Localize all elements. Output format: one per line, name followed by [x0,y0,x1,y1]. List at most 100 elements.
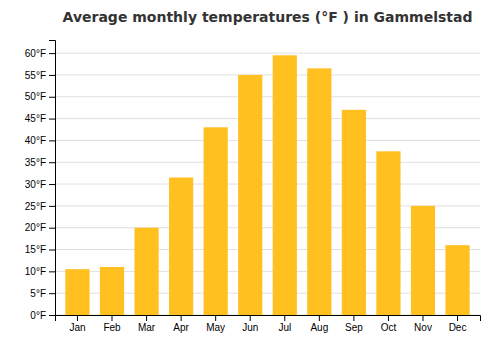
bar [134,228,158,315]
grid-line [55,184,480,185]
x-tick-label: Apr [173,322,189,333]
y-tick-label: 0°F [30,310,46,321]
x-tick-mark [146,315,147,321]
x-tick-mark [319,315,320,321]
x-tick: Nov [414,315,432,333]
x-tick-mark [77,315,78,321]
bar [100,267,124,315]
y-tick-label: 45°F [25,113,46,124]
bar [169,178,193,316]
x-tick-label: May [206,322,225,333]
y-tick-mark [49,206,55,207]
y-tick-mark [49,184,55,185]
y-tick-mark [49,250,55,251]
y-tick-label: 55°F [25,70,46,81]
y-tick: 25°F [25,201,55,212]
y-tick-label: 60°F [25,48,46,59]
x-tick: May [206,315,225,333]
x-tick-label: Jun [242,322,258,333]
x-axis-line [56,316,481,322]
grid [55,53,480,315]
bar [376,151,400,315]
x-tick-label: Mar [138,322,156,333]
y-tick-mark [49,271,55,272]
x-tick: Jul [278,315,291,333]
chart: Jan Feb Mar Apr May Jun Jul Aug Sep Oct Nov Dec 0°F 5… [0,0,500,350]
bar [238,75,262,315]
bar [411,206,435,315]
y-tick: 40°F [25,135,55,146]
y-tick-mark [49,97,55,98]
x-tick-mark [250,315,251,321]
x-tick-label: Jul [278,322,291,333]
x-tick: Oct [381,315,397,333]
x-tick-mark [181,315,182,321]
y-tick-mark [49,315,55,316]
y-tick-mark [49,162,55,163]
y-tick-mark [49,228,55,229]
x-tick: Jun [242,315,258,333]
y-tick-label: 15°F [25,244,46,255]
y-tick: 30°F [25,179,55,190]
y-tick: 35°F [25,157,55,168]
y-tick-mark [49,75,55,76]
bar [65,269,89,315]
x-tick-mark [353,315,354,321]
x-tick-mark [112,315,113,321]
y-axis-line [49,41,56,316]
grid-line [55,96,480,97]
y-tick: 10°F [25,266,55,277]
y-tick: 20°F [25,222,55,233]
y-tick-mark [49,140,55,141]
x-tick: Mar [138,315,156,333]
y-tick-label: 20°F [25,222,46,233]
y-tick: 55°F [25,70,55,81]
x-tick-mark [422,315,423,321]
x-tick: Jan [69,315,85,333]
grid-line [55,140,480,141]
y-tick-label: 30°F [25,179,46,190]
x-tick-mark [284,315,285,321]
y-tick: 60°F [25,48,55,59]
bar [307,68,331,315]
y-axis: 0°F 5°F 10°F 15°F 20°F 25°F 30°F 35°F 40°F 45°F 50… [25,41,56,321]
x-tick-mark [388,315,389,321]
x-tick-mark [457,315,458,321]
y-tick-label: 40°F [25,135,46,146]
bar [342,110,366,315]
x-tick-label: Dec [449,322,467,333]
x-tick: Aug [310,315,328,333]
y-tick: 0°F [30,310,55,321]
y-tick-label: 50°F [25,91,46,102]
grid-line [55,53,480,54]
y-tick-label: 25°F [25,201,46,212]
y-tick: 15°F [25,244,55,255]
x-tick-mark [215,315,216,321]
grid-line [55,162,480,163]
x-tick: Feb [103,315,121,333]
x-tick: Sep [345,315,363,333]
y-tick-label: 10°F [25,266,46,277]
bar [273,55,297,315]
bar [204,127,228,315]
x-tick-label: Oct [381,322,397,333]
grid-line [55,118,480,119]
x-tick: Apr [173,315,189,333]
y-tick-label: 35°F [25,157,46,168]
plot-area [65,55,469,315]
x-tick-label: Jan [69,322,85,333]
bar [445,245,469,315]
y-tick-mark [49,119,55,120]
x-tick-label: Sep [345,322,363,333]
x-tick-label: Feb [103,322,121,333]
y-tick-mark [49,53,55,54]
title: Average monthly temperatures (°F ) in Ga… [63,9,473,25]
y-tick: 45°F [25,113,55,124]
y-tick: 50°F [25,91,55,102]
y-tick-mark [49,293,55,294]
x-axis: Jan Feb Mar Apr May Jun Jul Aug Sep Oct Nov Dec [56,315,481,333]
x-tick: Dec [449,315,467,333]
y-tick: 5°F [30,288,55,299]
x-tick-label: Nov [414,322,432,333]
grid-line [55,74,480,75]
